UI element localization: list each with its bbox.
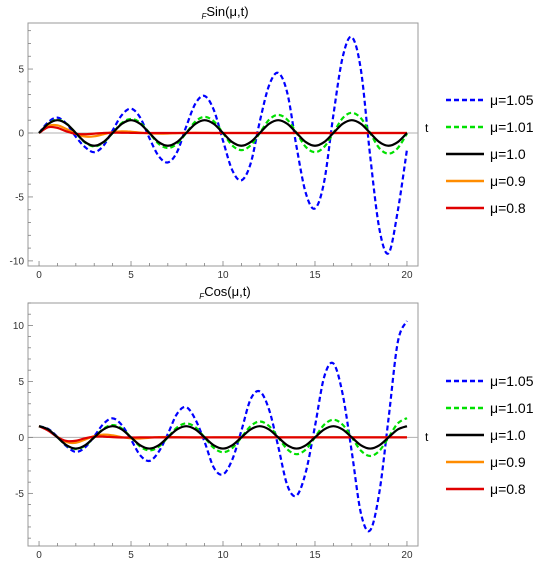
x-tick-label: 15	[309, 270, 321, 281]
series-line-mu-1	[38, 119, 408, 147]
panel-cos-title-sub: F	[199, 292, 205, 301]
panel-sin: FSin(μ,t) 0 5 10 15 20 -10 -5 0 5 t μ=1.05 μ=1.01…	[10, 4, 534, 281]
panel-sin-title-sub: F	[201, 12, 207, 21]
panel-cos-title-main: Cos(μ,t)	[204, 284, 251, 299]
x-tick-label: 5	[128, 550, 134, 561]
x-tick-label: 10	[217, 270, 229, 281]
legend-label: μ=0.8	[490, 200, 526, 216]
legend-label: μ=0.9	[490, 454, 526, 470]
x-tick-label: 20	[401, 550, 413, 561]
y-tick-label: -5	[15, 192, 24, 203]
panel-sin-series	[38, 35, 409, 255]
x-tick-label: 20	[401, 270, 413, 281]
y-tick-label: -10	[10, 256, 25, 267]
x-tick-label: 5	[128, 270, 134, 281]
y-tick-label: 10	[13, 321, 25, 332]
y-tick-label: 5	[18, 377, 24, 388]
panel-cos-title: FCos(μ,t)	[199, 284, 250, 301]
legend-label: μ=0.9	[490, 173, 526, 189]
panel-sin-axes: 0 5 10 15 20 -10 -5 0 5	[10, 30, 418, 281]
legend-label: μ=0.8	[490, 481, 526, 497]
panel-cos-legend: μ=1.05 μ=1.01 μ=1.0 μ=0.9 μ=0.8	[446, 373, 534, 497]
panel-sin-xlabel: t	[425, 121, 429, 135]
series-line-mu-0_8	[38, 425, 407, 443]
y-tick-label: -5	[15, 489, 24, 500]
panel-cos-xlabel: t	[425, 430, 429, 444]
x-tick-label: 0	[36, 550, 42, 561]
panel-sin-title: FSin(μ,t)	[201, 4, 248, 21]
x-tick-label: 15	[309, 550, 321, 561]
y-tick-label: 5	[18, 65, 24, 76]
panel-sin-title-main: Sin(μ,t)	[206, 4, 248, 19]
series-line-mu-1_05	[38, 35, 409, 255]
series-line-mu-1_05	[38, 320, 408, 533]
legend-label: μ=1.01	[490, 119, 534, 135]
y-tick-label: 0	[18, 433, 24, 444]
panel-sin-legend: μ=1.05 μ=1.01 μ=1.0 μ=0.9 μ=0.8	[446, 92, 534, 216]
x-tick-label: 10	[217, 550, 229, 561]
panel-cos-axes: 0 5 10 15 20 -5 0 5 10	[13, 302, 418, 561]
legend-label: μ=1.0	[490, 427, 526, 443]
panel-sin-frame	[27, 22, 419, 267]
legend-label: μ=1.01	[490, 400, 534, 416]
series-line-mu-0_9	[38, 123, 407, 138]
panel-cos-series	[38, 320, 408, 533]
legend-label: μ=1.05	[490, 373, 534, 389]
legend-label: μ=1.0	[490, 146, 526, 162]
y-tick-label: 0	[18, 128, 24, 139]
legend-label: μ=1.05	[490, 92, 534, 108]
series-line-mu-1	[38, 425, 408, 450]
x-tick-label: 0	[36, 270, 42, 281]
